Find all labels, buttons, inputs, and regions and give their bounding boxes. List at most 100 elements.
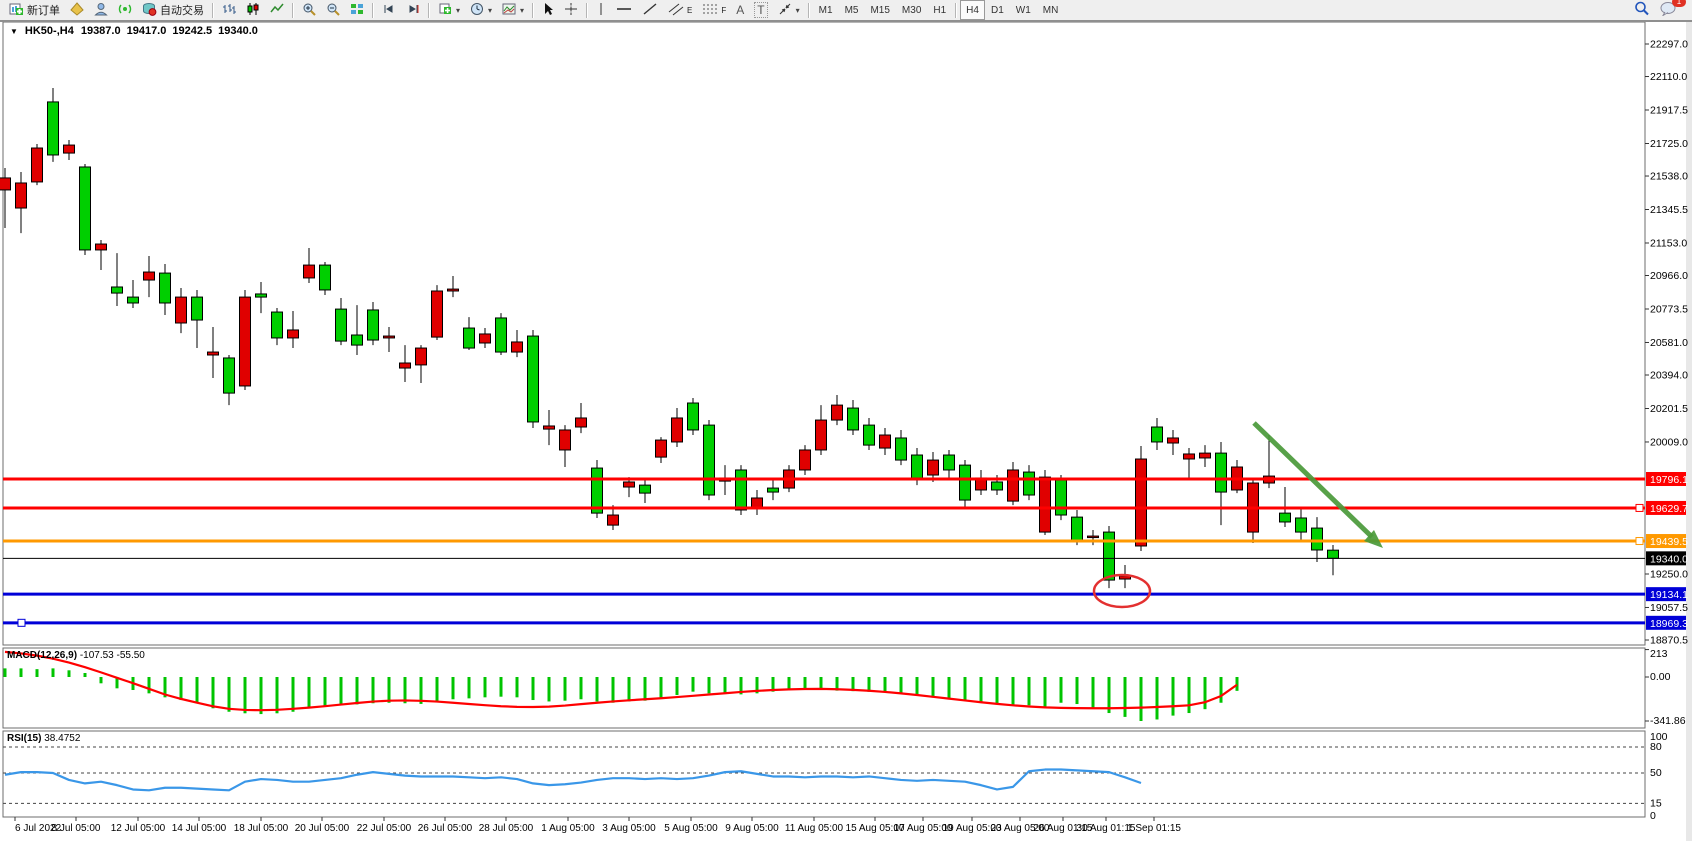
line-chart-mode-button[interactable] bbox=[265, 0, 289, 20]
timeframe-m15-button[interactable]: M15 bbox=[870, 4, 890, 16]
trend-arrow[interactable] bbox=[1252, 421, 1374, 539]
candlestick-icon bbox=[246, 2, 260, 19]
arrows-tool-button[interactable]: ▾ bbox=[773, 0, 805, 20]
candle bbox=[495, 317, 507, 353]
timeframe-h1-button[interactable]: H1 bbox=[933, 4, 947, 16]
line-handle[interactable] bbox=[17, 618, 26, 627]
candle bbox=[1151, 426, 1163, 443]
svg-text:20581.0: 20581.0 bbox=[1650, 337, 1688, 349]
close-value: 19340.0 bbox=[218, 25, 258, 37]
candle bbox=[447, 288, 459, 292]
indicators-button[interactable]: ▾ bbox=[433, 0, 465, 20]
chart-shift-button[interactable] bbox=[401, 0, 425, 20]
auto-trading-label: 自动交易 bbox=[160, 5, 204, 17]
tile-windows-button[interactable] bbox=[345, 0, 369, 20]
main-toolbar: 新订单 自动交易 ▾ ▾ ▾ bbox=[0, 0, 1692, 21]
svg-text:20773.5: 20773.5 bbox=[1650, 303, 1688, 315]
indicators-icon bbox=[438, 2, 452, 19]
cursor-tool-button[interactable] bbox=[537, 0, 559, 20]
search-button[interactable] bbox=[1629, 0, 1655, 20]
periods-button[interactable]: ▾ bbox=[465, 0, 497, 20]
fibonacci-tool-button[interactable]: F bbox=[697, 0, 731, 20]
candle bbox=[847, 407, 859, 431]
svg-text:20201.5: 20201.5 bbox=[1650, 403, 1688, 415]
new-order-label: 新订单 bbox=[27, 5, 60, 17]
candle bbox=[95, 243, 107, 251]
profile-button[interactable] bbox=[89, 0, 113, 20]
bar-chart-mode-button[interactable] bbox=[217, 0, 241, 20]
candle bbox=[463, 327, 475, 349]
signals-button[interactable] bbox=[113, 0, 137, 20]
svg-text:21725.0: 21725.0 bbox=[1650, 138, 1688, 150]
svg-text:19057.5: 19057.5 bbox=[1650, 602, 1688, 614]
svg-text:11 Aug 05:00: 11 Aug 05:00 bbox=[785, 823, 844, 834]
candle bbox=[879, 434, 891, 449]
trendline-tool-button[interactable] bbox=[637, 0, 663, 20]
svg-text:23 Aug 05:00: 23 Aug 05:00 bbox=[991, 823, 1050, 834]
candle bbox=[191, 296, 203, 321]
crosshair-tool-button[interactable] bbox=[559, 0, 583, 20]
timeframe-m5-button[interactable]: M5 bbox=[844, 4, 859, 16]
new-order-button[interactable]: 新订单 bbox=[4, 0, 65, 20]
svg-text:14 Jul 05:00: 14 Jul 05:00 bbox=[172, 823, 227, 834]
svg-text:21345.5: 21345.5 bbox=[1650, 204, 1688, 216]
chat-button[interactable]: 1 bbox=[1655, 0, 1686, 20]
toolbar-separator bbox=[292, 2, 294, 18]
candle bbox=[63, 144, 75, 154]
auto-trading-button[interactable]: 自动交易 bbox=[137, 0, 209, 20]
svg-text:100: 100 bbox=[1650, 731, 1668, 743]
zoom-in-button[interactable] bbox=[297, 0, 321, 20]
label-tool-button[interactable]: T bbox=[749, 0, 772, 20]
candle bbox=[623, 481, 635, 488]
candle bbox=[559, 429, 571, 451]
line-chart-icon bbox=[270, 2, 284, 19]
toolbar-separator bbox=[586, 2, 589, 18]
timeframe-h4-button[interactable]: H4 bbox=[960, 0, 985, 20]
candlestick-mode-button[interactable] bbox=[241, 0, 265, 20]
templates-button[interactable]: ▾ bbox=[497, 0, 529, 20]
cursor-icon bbox=[542, 2, 554, 19]
styler-button[interactable] bbox=[65, 0, 89, 20]
right-scrollbar[interactable] bbox=[1686, 22, 1692, 841]
candle bbox=[479, 333, 491, 344]
price-label-box bbox=[1646, 472, 1686, 487]
auto-scroll-button[interactable] bbox=[377, 0, 401, 20]
svg-text:21538.0: 21538.0 bbox=[1650, 171, 1688, 183]
candle bbox=[351, 334, 363, 346]
vline-tool-button[interactable] bbox=[591, 0, 611, 20]
candle bbox=[1199, 452, 1211, 459]
svg-text:28 Jul 05:00: 28 Jul 05:00 bbox=[479, 823, 534, 834]
candle bbox=[687, 402, 699, 431]
svg-text:26 Aug 01:15: 26 Aug 01:15 bbox=[1034, 823, 1093, 834]
svg-text:21153.0: 21153.0 bbox=[1650, 237, 1687, 249]
open-value: 19387.0 bbox=[80, 25, 121, 37]
new-order-icon bbox=[9, 2, 24, 19]
svg-text:8 Jul 05:00: 8 Jul 05:00 bbox=[52, 823, 101, 834]
timeframe-mn-button[interactable]: MN bbox=[1042, 4, 1059, 16]
svg-text:12 Jul 05:00: 12 Jul 05:00 bbox=[111, 823, 166, 834]
toolbar-separator bbox=[428, 2, 430, 18]
timeframe-w1-button[interactable]: W1 bbox=[1015, 4, 1031, 16]
low-circle-annotation[interactable] bbox=[1092, 573, 1152, 609]
line-handle[interactable] bbox=[1635, 503, 1644, 512]
candle bbox=[1055, 479, 1067, 516]
hline-tool-button[interactable] bbox=[611, 0, 637, 20]
timeframe-d1-button[interactable]: D1 bbox=[990, 4, 1004, 16]
line-handle[interactable] bbox=[1635, 537, 1644, 546]
chevron-down-icon: ▾ bbox=[795, 5, 800, 15]
collapse-triangle-icon[interactable]: ▼ bbox=[10, 26, 18, 36]
channel-tool-button[interactable]: E bbox=[663, 0, 697, 20]
price-label-box bbox=[1646, 615, 1686, 630]
price-label-box bbox=[1646, 551, 1686, 566]
zoom-out-button[interactable] bbox=[321, 0, 345, 20]
style-icon bbox=[70, 1, 84, 19]
candle bbox=[0, 177, 11, 191]
timeframe-m1-button[interactable]: M1 bbox=[818, 4, 833, 16]
svg-text:15 Aug 05:00: 15 Aug 05:00 bbox=[846, 823, 905, 834]
svg-text:19340.0: 19340.0 bbox=[1650, 553, 1688, 565]
text-tool-button[interactable]: A bbox=[731, 0, 749, 20]
timeframe-m30-button[interactable]: M30 bbox=[901, 4, 922, 16]
